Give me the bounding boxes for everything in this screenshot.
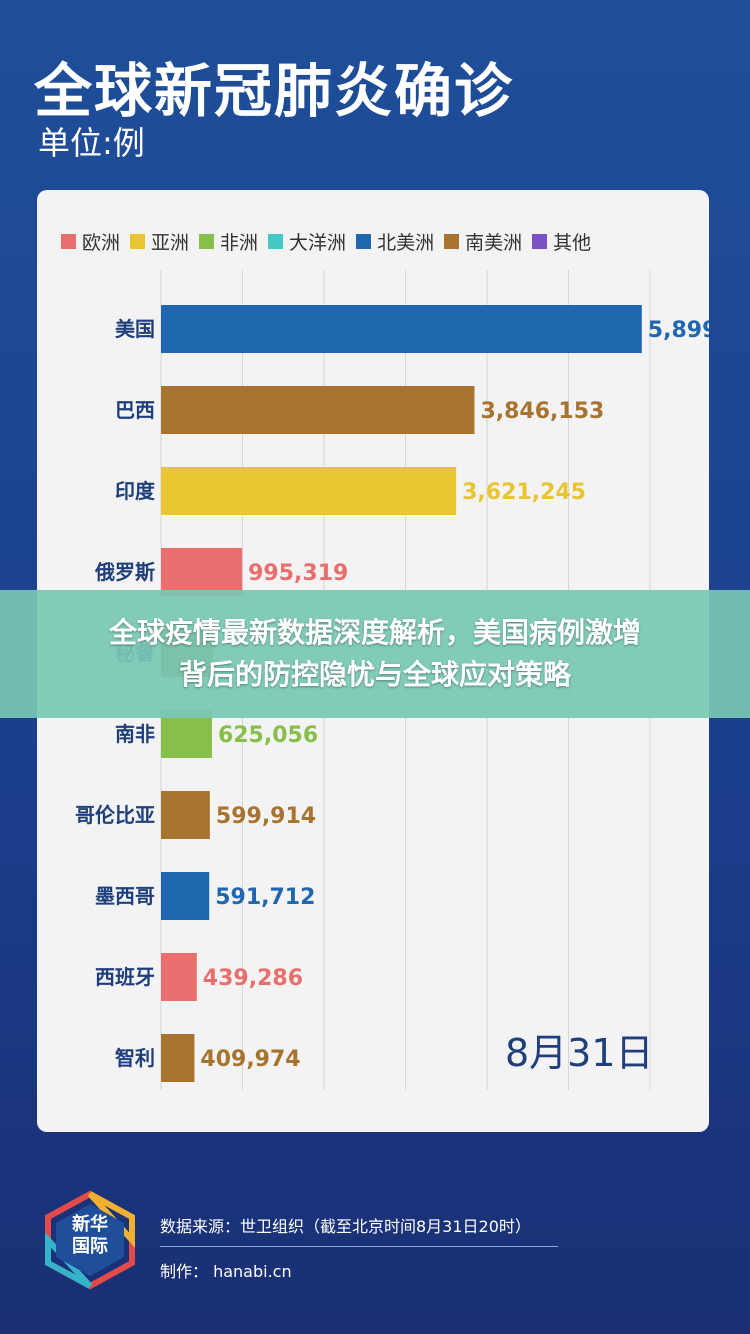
value-label: 439,286 <box>203 966 303 991</box>
page-title: 全球新冠肺炎确诊 <box>34 57 515 125</box>
headline-banner: 全球疫情最新数据深度解析，美国病例激增 背后的防控隐忧与全球应对策略 <box>0 590 750 718</box>
category-label: 印度 <box>115 479 156 503</box>
legend-label: 北美洲 <box>377 232 435 254</box>
bar <box>161 1034 195 1082</box>
banner-line-1: 全球疫情最新数据深度解析，美国病例激增 <box>108 616 641 649</box>
category-label: 墨西哥 <box>95 884 155 908</box>
category-label: 俄罗斯 <box>94 560 155 584</box>
bar <box>161 467 457 515</box>
legend-item-asia: 亚洲 <box>130 228 189 255</box>
legend-item-europe: 欧洲 <box>61 228 120 255</box>
legend-item-other: 其他 <box>532 228 591 255</box>
category-label: 哥伦比亚 <box>75 803 155 827</box>
logo-line-2: 国际 <box>72 1236 108 1257</box>
logo-hexagon-icon <box>45 1190 135 1290</box>
banner-line-2: 背后的防控隐忧与全球应对策略 <box>178 658 571 691</box>
value-label: 3,621,245 <box>462 480 586 505</box>
legend-swatch <box>444 234 460 249</box>
legend-label: 欧洲 <box>82 232 121 254</box>
category-label: 美国 <box>115 317 155 341</box>
xinhua-logo: 新华 国际 <box>44 1190 136 1290</box>
legend-swatch <box>268 234 284 249</box>
footer-divider <box>160 1246 558 1247</box>
bar <box>161 710 212 758</box>
legend-item-africa: 非洲 <box>199 228 258 255</box>
date-label: 8月31日 <box>505 1031 654 1075</box>
legend-item-south-america: 南美洲 <box>444 228 522 255</box>
category-label: 巴西 <box>115 398 155 422</box>
bar <box>161 872 210 920</box>
category-label: 西班牙 <box>95 965 155 989</box>
legend-item-oceania: 大洋洲 <box>268 228 346 255</box>
category-label: 南非 <box>115 722 155 746</box>
category-label: 智利 <box>115 1046 155 1070</box>
value-label: 3,846,153 <box>480 399 604 424</box>
legend-swatch <box>199 234 215 249</box>
legend-item-north-america: 北美洲 <box>356 228 434 255</box>
bar <box>161 548 243 596</box>
maker-credit: 制作： hanabi.cn <box>160 1262 292 1281</box>
value-label: 625,056 <box>218 723 318 748</box>
value-label: 5,899,504 <box>648 318 709 343</box>
bar <box>161 386 475 434</box>
legend-label: 大洋洲 <box>289 232 347 254</box>
value-label: 995,319 <box>248 561 348 586</box>
legend-swatch <box>61 234 76 249</box>
bar <box>161 953 197 1001</box>
bar <box>161 791 210 839</box>
bar <box>161 305 642 353</box>
value-label: 409,974 <box>200 1047 300 1072</box>
value-label: 599,914 <box>216 804 316 829</box>
legend-swatch <box>532 234 548 249</box>
value-label: 591,712 <box>215 885 315 910</box>
legend-label: 其他 <box>553 232 592 254</box>
data-source: 数据来源：世卫组织（截至北京时间8月31日20时） <box>160 1217 531 1236</box>
legend-label: 南美洲 <box>465 232 523 254</box>
legend-label: 非洲 <box>220 232 259 254</box>
legend-label: 亚洲 <box>151 232 190 254</box>
logo-line-1: 新华 <box>72 1214 108 1235</box>
unit-label: 单位:例 <box>38 124 145 162</box>
chart-legend: 欧洲 亚洲 非洲 大洋洲 北美洲 南美洲 其他 <box>61 228 591 255</box>
logo-text: 新华 国际 <box>44 1214 136 1258</box>
legend-swatch <box>130 234 146 249</box>
legend-swatch <box>356 234 372 249</box>
